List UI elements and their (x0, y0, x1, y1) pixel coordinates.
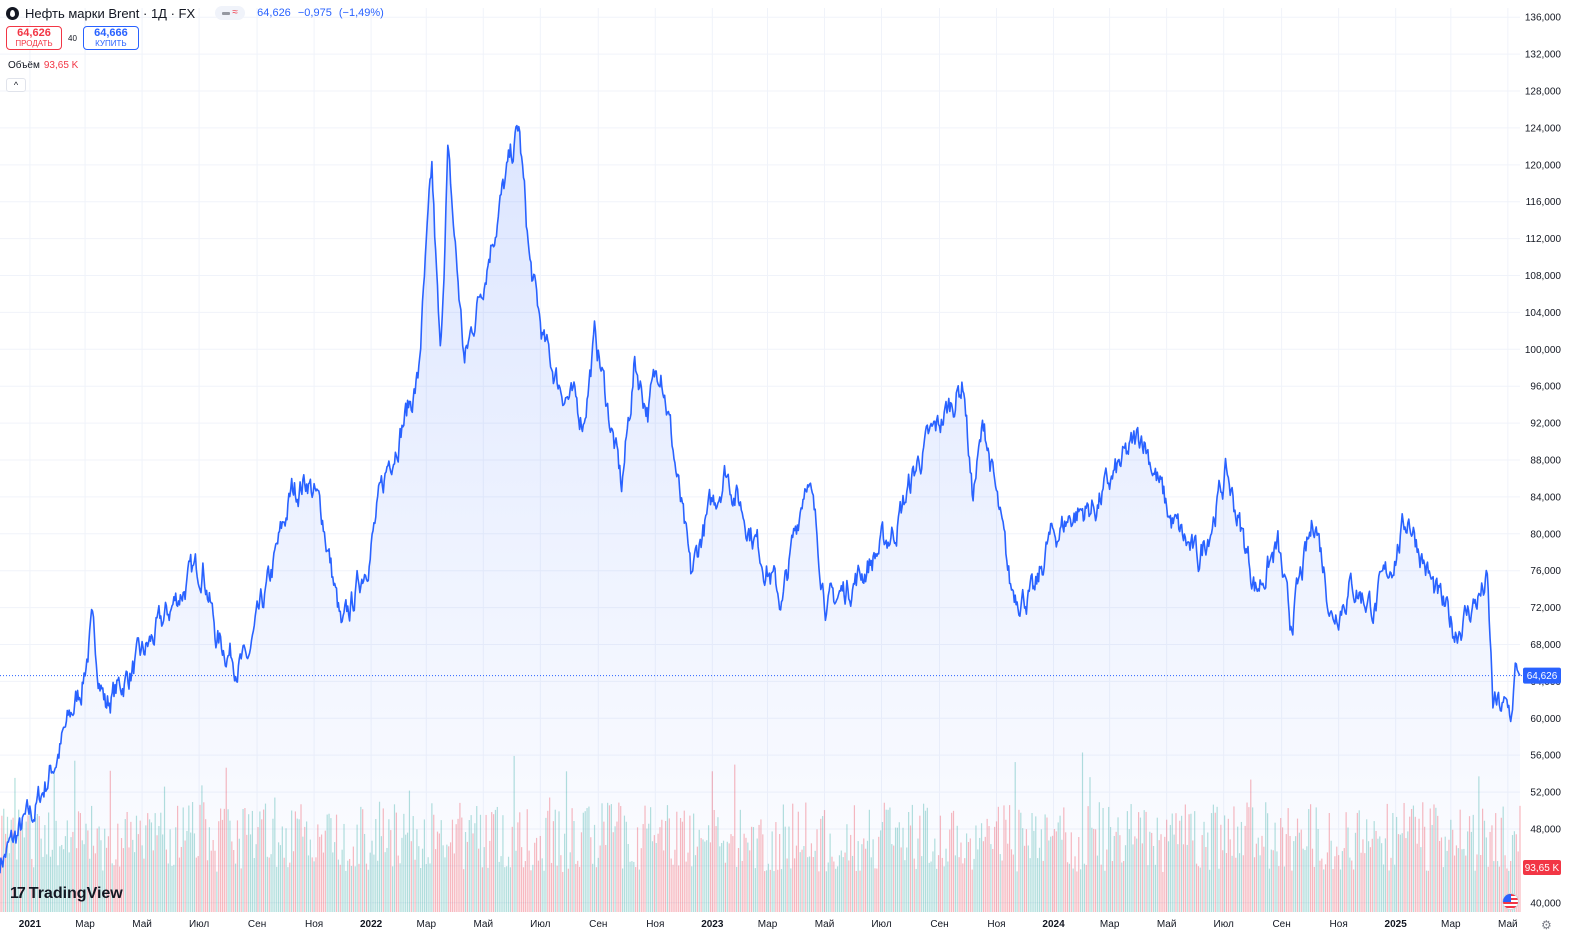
price-line (0, 124, 1521, 874)
x-tick-label: Сен (1272, 919, 1290, 930)
x-tick-label: Сен (930, 919, 948, 930)
x-tick-label: 2025 (1385, 919, 1408, 930)
y-tick-label: 104,000 (1525, 308, 1562, 319)
chevron-up-icon[interactable]: ^ (6, 78, 26, 92)
x-tick-label: Мар (1441, 919, 1461, 930)
price-change: −0,975 (297, 7, 332, 19)
brent-drop-icon (6, 6, 19, 20)
gear-icon[interactable]: ⚙ (1541, 918, 1552, 932)
sell-label: ПРОДАТЬ (15, 39, 53, 48)
spread-value: 40 (68, 33, 77, 43)
x-tick-label: 2023 (701, 919, 724, 930)
y-tick-label: 68,000 (1530, 640, 1561, 651)
symbol-header: Нефть марки Brent · 1Д · FX ≈ 64,626 −0,… (6, 4, 388, 22)
y-tick-label: 72,000 (1530, 603, 1561, 614)
y-tick-label: 92,000 (1530, 419, 1561, 430)
logo-text: TradingView (28, 885, 123, 902)
price-quote: 64,626 −0,975 (−1,49%) (257, 7, 388, 19)
x-tick-label: Май (815, 919, 835, 930)
x-tick-label: Сен (248, 919, 266, 930)
x-tick-label: 2024 (1042, 919, 1065, 930)
x-tick-label: Июл (871, 919, 891, 930)
tv-logo-icon: 17 (10, 885, 26, 902)
y-tick-label: 136,000 (1525, 13, 1562, 24)
x-tick-label: Ноя (1330, 919, 1348, 930)
y-tick-label: 128,000 (1525, 87, 1562, 98)
sell-price: 64,626 (17, 27, 51, 39)
y-tick-label: 48,000 (1530, 824, 1561, 835)
volume-label: Объём (8, 60, 40, 71)
us-flag-icon[interactable] (1502, 893, 1519, 910)
price-area (0, 125, 1520, 913)
x-tick-label: 2022 (360, 919, 383, 930)
y-tick-label: 76,000 (1530, 566, 1561, 577)
buy-button[interactable]: 64,666 КУПИТЬ (82, 26, 139, 50)
y-tick-label: 112,000 (1526, 234, 1562, 245)
y-tick-label: 108,000 (1525, 271, 1562, 282)
y-tick-label: 84,000 (1530, 492, 1561, 503)
y-tick-label: 52,000 (1530, 788, 1561, 799)
y-tick-label: 96,000 (1530, 382, 1561, 393)
trade-panel: 64,626 ПРОДАТЬ 40 64,666 КУПИТЬ (6, 26, 139, 50)
last-price: 64,626 (257, 7, 291, 19)
y-tick-label: 116,000 (1526, 197, 1562, 208)
price-change-pct: (−1,49%) (338, 7, 384, 19)
x-tick-label: Июл (1214, 919, 1234, 930)
y-tick-label: 40,000 (1530, 898, 1561, 909)
x-tick-label: Июл (189, 919, 209, 930)
x-tick-label: Мар (758, 919, 778, 930)
y-tick-label: 80,000 (1530, 529, 1561, 540)
y-tick-label: 56,000 (1530, 751, 1561, 762)
tradingview-logo[interactable]: 17 TradingView (10, 885, 123, 903)
current-price-label: 64,626 (1527, 671, 1558, 682)
x-tick-label: Май (1498, 919, 1518, 930)
x-tick-label: Май (132, 919, 152, 930)
x-tick-label: Сен (589, 919, 607, 930)
x-tick-label: Ноя (305, 919, 323, 930)
y-tick-label: 60,000 (1530, 714, 1561, 725)
volume-legend[interactable]: Объём 93,65 K (8, 60, 78, 71)
x-tick-label: Июл (530, 919, 550, 930)
symbol-title[interactable]: Нефть марки Brent · 1Д · FX (25, 5, 196, 21)
x-tick-label: Ноя (987, 919, 1005, 930)
y-tick-label: 132,000 (1525, 50, 1562, 61)
volume-value: 93,65 K (43, 60, 79, 71)
sell-button[interactable]: 64,626 ПРОДАТЬ (6, 26, 62, 50)
y-tick-label: 124,000 (1525, 123, 1562, 134)
x-tick-label: Май (1157, 919, 1177, 930)
buy-price: 64,666 (94, 27, 128, 39)
x-tick-label: Мар (416, 919, 436, 930)
volume-tag (1523, 860, 1561, 875)
x-tick-label: 2021 (19, 919, 42, 930)
volume-tag-label: 93,65 K (1525, 863, 1560, 874)
y-tick-label: 100,000 (1525, 345, 1562, 356)
market-status-icon[interactable]: ≈ (215, 6, 246, 20)
buy-label: КУПИТЬ (95, 39, 127, 48)
x-tick-label: Ноя (646, 919, 664, 930)
y-tick-label: 120,000 (1525, 160, 1562, 171)
current-price-tag (1523, 667, 1561, 684)
x-tick-label: Мар (75, 919, 95, 930)
x-tick-label: Мар (1100, 919, 1120, 930)
x-tick-label: Май (473, 919, 493, 930)
y-tick-label: 88,000 (1530, 456, 1561, 467)
